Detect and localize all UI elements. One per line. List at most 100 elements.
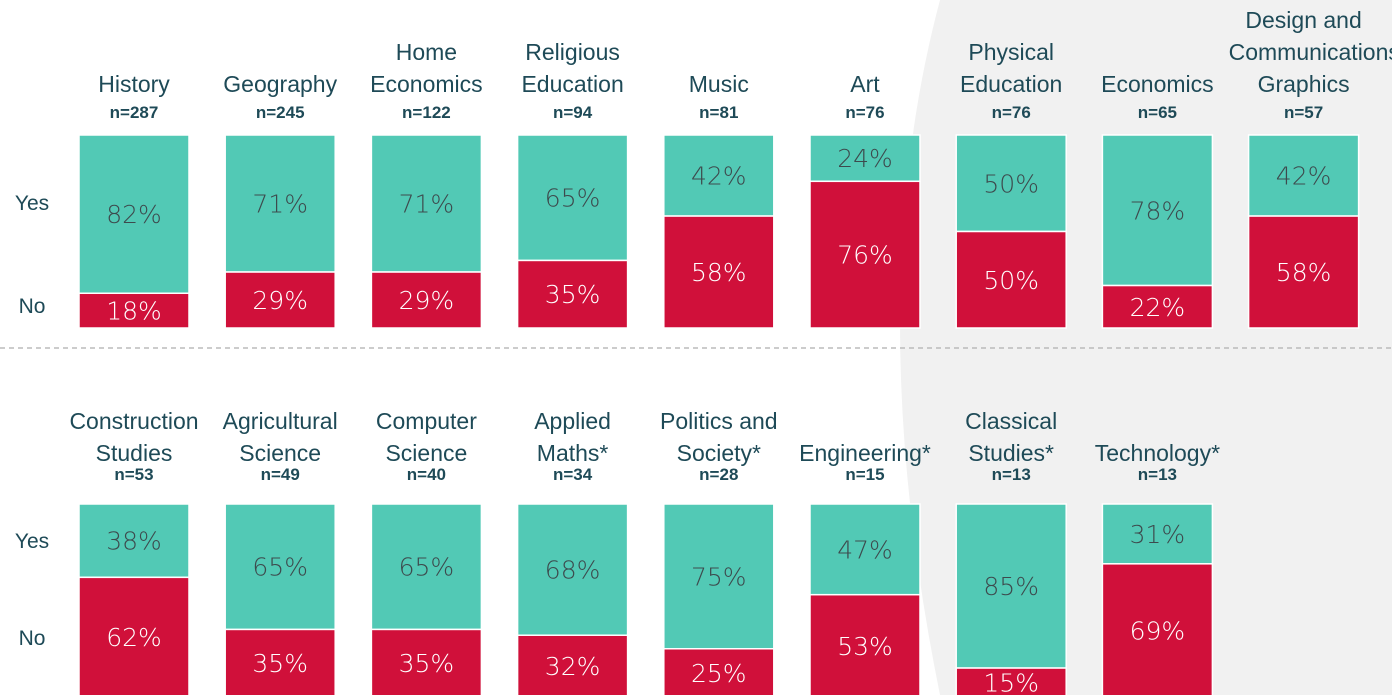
- bar-segment: [224, 503, 336, 631]
- category-label: Art: [850, 71, 880, 97]
- bar-segment: [370, 503, 483, 631]
- value-label: 69%: [1130, 616, 1186, 645]
- bar-segment: [516, 259, 629, 329]
- sample-size: n=76: [845, 103, 885, 122]
- bar-segment: [78, 576, 190, 695]
- value-label: 58%: [1276, 258, 1332, 287]
- value-label: 42%: [691, 162, 747, 191]
- bar-segment: [370, 134, 483, 273]
- bar-segment: [663, 648, 775, 695]
- legend-label: No: [18, 295, 46, 318]
- value-label: 25%: [691, 659, 747, 688]
- bar-segment: [955, 230, 1067, 329]
- legend-label: No: [18, 627, 46, 650]
- value-label: 35%: [399, 649, 455, 678]
- bar-segment: [516, 134, 629, 262]
- bar-segment: [224, 271, 336, 329]
- value-label: 35%: [545, 280, 601, 309]
- value-label: 62%: [106, 623, 162, 652]
- legend-label: Yes: [14, 192, 50, 215]
- category-label: History: [98, 71, 170, 97]
- value-label: 32%: [545, 652, 601, 681]
- bar-segment: [78, 134, 190, 295]
- bar-segment: [955, 667, 1067, 695]
- sample-size: n=34: [552, 465, 593, 484]
- sample-size: n=13: [1137, 465, 1177, 484]
- value-label: 53%: [837, 632, 893, 661]
- sample-size: n=49: [260, 465, 300, 484]
- value-label: 71%: [399, 190, 455, 219]
- category-label: Physical Education: [960, 39, 1063, 97]
- category-label: Home Economics: [370, 39, 483, 97]
- sample-size: n=28: [699, 465, 739, 484]
- bar-segment: [1101, 284, 1214, 329]
- value-label: 76%: [837, 241, 893, 270]
- sample-size: n=94: [552, 103, 593, 122]
- bar-segment: [955, 134, 1067, 233]
- category-label: Religious Education: [521, 39, 624, 97]
- sample-size: n=65: [1137, 103, 1177, 122]
- sample-size: n=81: [699, 103, 739, 122]
- sample-size: n=122: [402, 103, 451, 122]
- value-label: 50%: [983, 266, 1039, 295]
- bar-segment: [370, 628, 483, 695]
- value-label: 65%: [399, 553, 455, 582]
- value-label: 18%: [106, 297, 162, 326]
- bar-segment: [809, 134, 921, 183]
- sample-size: n=57: [1283, 103, 1324, 122]
- value-label: 78%: [1130, 196, 1186, 225]
- category-label: Geography: [223, 71, 338, 97]
- value-label: 68%: [545, 556, 601, 585]
- value-label: 29%: [252, 286, 308, 315]
- category-label: Technology*: [1094, 440, 1221, 466]
- bar-segment: [663, 215, 775, 329]
- value-label: 75%: [691, 562, 747, 591]
- value-label: 85%: [983, 572, 1039, 601]
- sample-size: n=40: [406, 465, 446, 484]
- bar-segment: [1247, 215, 1360, 329]
- bar-segment: [1101, 503, 1214, 565]
- value-label: 38%: [106, 527, 162, 556]
- value-label: 31%: [1130, 520, 1186, 549]
- category-label: Engineering*: [799, 440, 931, 466]
- sample-size: n=15: [845, 465, 885, 484]
- value-label: 24%: [837, 144, 893, 173]
- value-label: 42%: [1276, 162, 1332, 191]
- bar-segment: [516, 503, 629, 636]
- bar-segment: [78, 292, 190, 329]
- sample-size: n=245: [255, 103, 305, 122]
- value-label: 65%: [545, 184, 601, 213]
- category-label: Music: [688, 71, 749, 97]
- value-label: 15%: [983, 669, 1039, 695]
- value-label: 50%: [983, 169, 1039, 198]
- category-label: Agricultural Science: [222, 408, 338, 466]
- category-label: Computer Science: [375, 408, 477, 466]
- bar-segment: [663, 503, 775, 650]
- bar-segment: [370, 271, 483, 329]
- legend-label: Yes: [14, 530, 50, 553]
- value-label: 58%: [691, 258, 747, 287]
- category-label: Design and Communications Graphics: [1228, 7, 1392, 97]
- bar-segment: [955, 503, 1067, 669]
- value-label: 65%: [252, 553, 308, 582]
- bar-segment: [1101, 134, 1214, 287]
- category-label: Applied Maths*: [534, 408, 611, 466]
- value-label: 47%: [837, 535, 893, 564]
- sample-size: n=53: [114, 465, 154, 484]
- value-label: 29%: [399, 286, 455, 315]
- category-label: Politics and Society*: [659, 408, 778, 466]
- category-label: Construction Studies: [69, 408, 199, 466]
- sample-size: n=13: [991, 465, 1031, 484]
- value-label: 82%: [106, 200, 162, 229]
- value-label: 35%: [252, 649, 308, 678]
- bar-segment: [809, 180, 921, 329]
- category-label: Economics: [1101, 71, 1214, 97]
- bar-segment: [809, 503, 921, 596]
- bar-segment: [78, 503, 190, 579]
- value-label: 22%: [1130, 293, 1186, 322]
- value-label: 71%: [252, 190, 308, 219]
- sample-size: n=76: [991, 103, 1031, 122]
- bar-segment: [224, 628, 336, 695]
